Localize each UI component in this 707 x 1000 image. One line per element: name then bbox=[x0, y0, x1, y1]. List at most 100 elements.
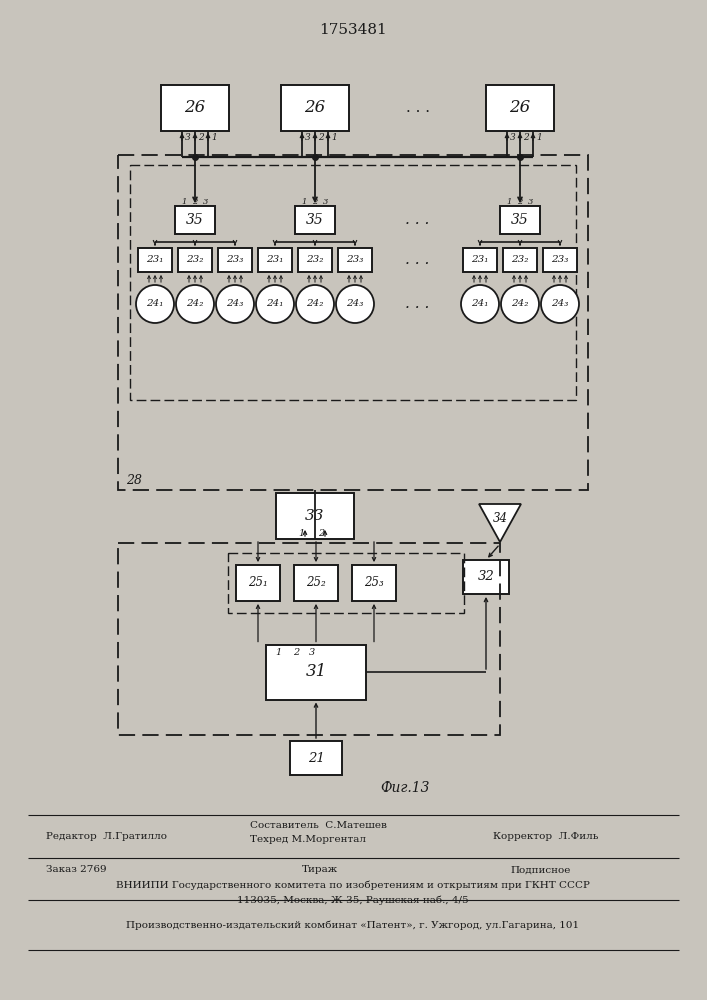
Text: 24₂: 24₂ bbox=[511, 300, 529, 308]
Text: 24₁: 24₁ bbox=[472, 300, 489, 308]
Text: 23₃: 23₃ bbox=[226, 255, 244, 264]
Text: 1: 1 bbox=[211, 132, 217, 141]
Bar bbox=[486, 85, 554, 131]
Text: 3: 3 bbox=[185, 132, 191, 141]
Text: 2: 2 bbox=[293, 648, 299, 657]
Text: 1: 1 bbox=[275, 648, 281, 657]
Text: 23₁: 23₁ bbox=[146, 255, 164, 264]
Text: Заказ 2769: Заказ 2769 bbox=[46, 865, 107, 874]
Text: 1: 1 bbox=[331, 132, 337, 141]
Text: 1: 1 bbox=[301, 198, 307, 206]
Bar bbox=[236, 565, 280, 601]
Text: Тираж: Тираж bbox=[302, 865, 338, 874]
Bar bbox=[276, 493, 354, 539]
Text: 2: 2 bbox=[192, 198, 198, 206]
Text: . . .: . . . bbox=[405, 213, 430, 227]
Text: 26: 26 bbox=[509, 100, 531, 116]
Circle shape bbox=[461, 285, 499, 323]
Bar bbox=[338, 248, 372, 272]
Text: 32: 32 bbox=[478, 570, 494, 584]
Bar bbox=[500, 206, 540, 234]
Bar bbox=[352, 565, 396, 601]
Text: 2: 2 bbox=[198, 132, 204, 141]
Text: Корректор  Л.Филь: Корректор Л.Филь bbox=[493, 832, 598, 841]
Text: 24₃: 24₃ bbox=[346, 300, 363, 308]
Text: 3: 3 bbox=[528, 198, 534, 206]
Text: 2: 2 bbox=[318, 528, 324, 538]
Bar bbox=[294, 565, 338, 601]
Text: 3: 3 bbox=[204, 198, 209, 206]
Circle shape bbox=[336, 285, 374, 323]
Bar bbox=[218, 248, 252, 272]
Bar bbox=[543, 248, 577, 272]
Text: 25₂: 25₂ bbox=[306, 576, 326, 589]
Text: . . .: . . . bbox=[405, 297, 430, 311]
Bar bbox=[118, 543, 500, 735]
Bar bbox=[281, 85, 349, 131]
Text: 24₂: 24₂ bbox=[187, 300, 204, 308]
Text: 3: 3 bbox=[309, 648, 315, 657]
Text: 2: 2 bbox=[318, 132, 324, 141]
Text: 26: 26 bbox=[305, 100, 326, 116]
Text: Фиг.13: Фиг.13 bbox=[380, 781, 429, 795]
Text: 1: 1 bbox=[298, 528, 304, 538]
Bar bbox=[266, 645, 366, 700]
Text: 1: 1 bbox=[181, 198, 187, 206]
Text: 1: 1 bbox=[536, 132, 542, 141]
Bar bbox=[463, 248, 497, 272]
Text: 113035, Москва, Ж-35, Раушская наб., 4/5: 113035, Москва, Ж-35, Раушская наб., 4/5 bbox=[237, 895, 469, 905]
Text: 31: 31 bbox=[305, 664, 327, 680]
Text: 25₁: 25₁ bbox=[248, 576, 268, 589]
Bar bbox=[463, 560, 509, 594]
Bar bbox=[138, 248, 172, 272]
Text: 35: 35 bbox=[511, 213, 529, 227]
Text: 25₃: 25₃ bbox=[364, 576, 384, 589]
Text: 23₁: 23₁ bbox=[267, 255, 284, 264]
Text: 24₁: 24₁ bbox=[146, 300, 164, 308]
Text: . . .: . . . bbox=[405, 253, 430, 267]
Text: Производственно-издательский комбинат «Патент», г. Ужгород, ул.Гагарина, 101: Производственно-издательский комбинат «П… bbox=[127, 920, 580, 930]
Bar bbox=[118, 155, 588, 490]
Text: 35: 35 bbox=[186, 213, 204, 227]
Text: 26: 26 bbox=[185, 100, 206, 116]
Text: 3: 3 bbox=[510, 132, 515, 141]
Text: . . .: . . . bbox=[406, 101, 429, 115]
Bar bbox=[161, 85, 229, 131]
Text: 23₃: 23₃ bbox=[551, 255, 568, 264]
Circle shape bbox=[296, 285, 334, 323]
Circle shape bbox=[501, 285, 539, 323]
Text: 2: 2 bbox=[312, 198, 317, 206]
Bar bbox=[228, 553, 464, 613]
Text: 23₂: 23₂ bbox=[187, 255, 204, 264]
Text: 24₃: 24₃ bbox=[551, 300, 568, 308]
Text: 3: 3 bbox=[305, 132, 311, 141]
Text: 24₁: 24₁ bbox=[267, 300, 284, 308]
Polygon shape bbox=[479, 504, 521, 542]
Text: 21: 21 bbox=[308, 752, 325, 764]
Text: Подписное: Подписное bbox=[510, 865, 571, 874]
Text: 23₃: 23₃ bbox=[346, 255, 363, 264]
Text: 33: 33 bbox=[305, 509, 325, 523]
Text: Составитель  С.Матешев: Составитель С.Матешев bbox=[250, 820, 387, 830]
Text: 23₁: 23₁ bbox=[472, 255, 489, 264]
Circle shape bbox=[256, 285, 294, 323]
Bar bbox=[130, 165, 576, 400]
Circle shape bbox=[541, 285, 579, 323]
Text: 24₂: 24₂ bbox=[306, 300, 324, 308]
Bar bbox=[175, 206, 215, 234]
Bar bbox=[295, 206, 335, 234]
Bar bbox=[298, 248, 332, 272]
Text: 24₃: 24₃ bbox=[226, 300, 244, 308]
Text: Редактор  Л.Гратилло: Редактор Л.Гратилло bbox=[46, 832, 167, 841]
Text: 3: 3 bbox=[323, 198, 329, 206]
Text: Техред М.Моргентал: Техред М.Моргентал bbox=[250, 834, 366, 844]
Text: 34: 34 bbox=[493, 512, 508, 524]
Text: 2: 2 bbox=[523, 132, 529, 141]
Text: 28: 28 bbox=[126, 474, 142, 487]
Text: 35: 35 bbox=[306, 213, 324, 227]
Text: ВНИИПИ Государственного комитета по изобретениям и открытиям при ГКНТ СССР: ВНИИПИ Государственного комитета по изоб… bbox=[116, 880, 590, 890]
Bar bbox=[503, 248, 537, 272]
Text: 23₂: 23₂ bbox=[306, 255, 324, 264]
Bar bbox=[178, 248, 212, 272]
Text: 23₂: 23₂ bbox=[511, 255, 529, 264]
